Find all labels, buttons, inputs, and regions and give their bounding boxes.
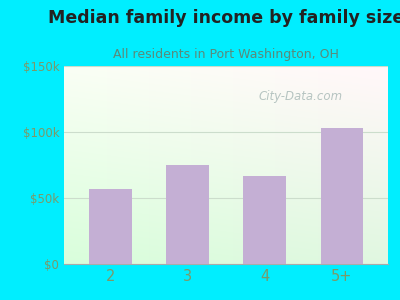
Bar bbox=[89, 189, 132, 264]
Text: All residents in Port Washington, OH: All residents in Port Washington, OH bbox=[113, 48, 339, 61]
Text: Median family income by family size: Median family income by family size bbox=[48, 9, 400, 27]
Bar bbox=[243, 176, 286, 264]
Bar bbox=[166, 165, 209, 264]
Bar bbox=[320, 128, 363, 264]
Text: City-Data.com: City-Data.com bbox=[258, 90, 342, 103]
